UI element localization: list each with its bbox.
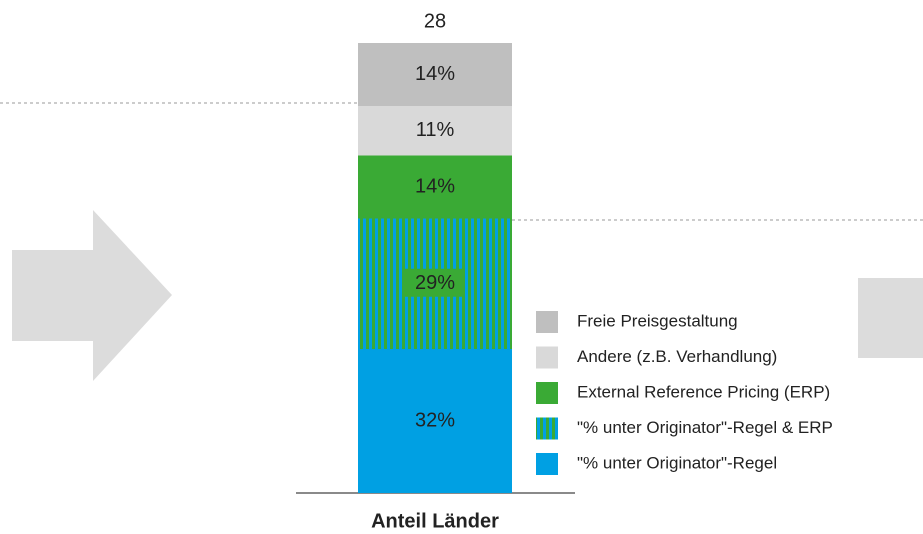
bar-segment [358, 349, 512, 493]
legend-label: External Reference Pricing (ERP) [577, 382, 830, 401]
legend-label: Andere (z.B. Verhandlung) [577, 347, 777, 366]
legend-swatch [536, 453, 558, 475]
legend-label: Freie Preisgestaltung [577, 311, 738, 330]
legend-swatch [536, 346, 558, 369]
legend-label: "% unter Originator"-Regel [577, 453, 777, 472]
legend-swatch [536, 417, 558, 440]
arrow [12, 210, 172, 381]
bar-segment [358, 43, 512, 106]
value-label: 14% [415, 63, 455, 85]
legend-label: "% unter Originator"-Regel & ERP [577, 418, 833, 437]
bar-segment [358, 155, 512, 219]
category-label: Anteil Länder [371, 510, 499, 532]
legend-swatch [536, 311, 558, 333]
value-label: 29% [415, 272, 455, 294]
total-label: 28 [424, 10, 446, 32]
label-bg [405, 268, 465, 297]
bar-segment [358, 106, 512, 156]
legend-swatch [536, 382, 558, 404]
decor-box [858, 278, 923, 358]
value-label: 11% [416, 119, 455, 141]
value-label: 14% [415, 175, 455, 197]
value-label: 32% [415, 409, 455, 431]
